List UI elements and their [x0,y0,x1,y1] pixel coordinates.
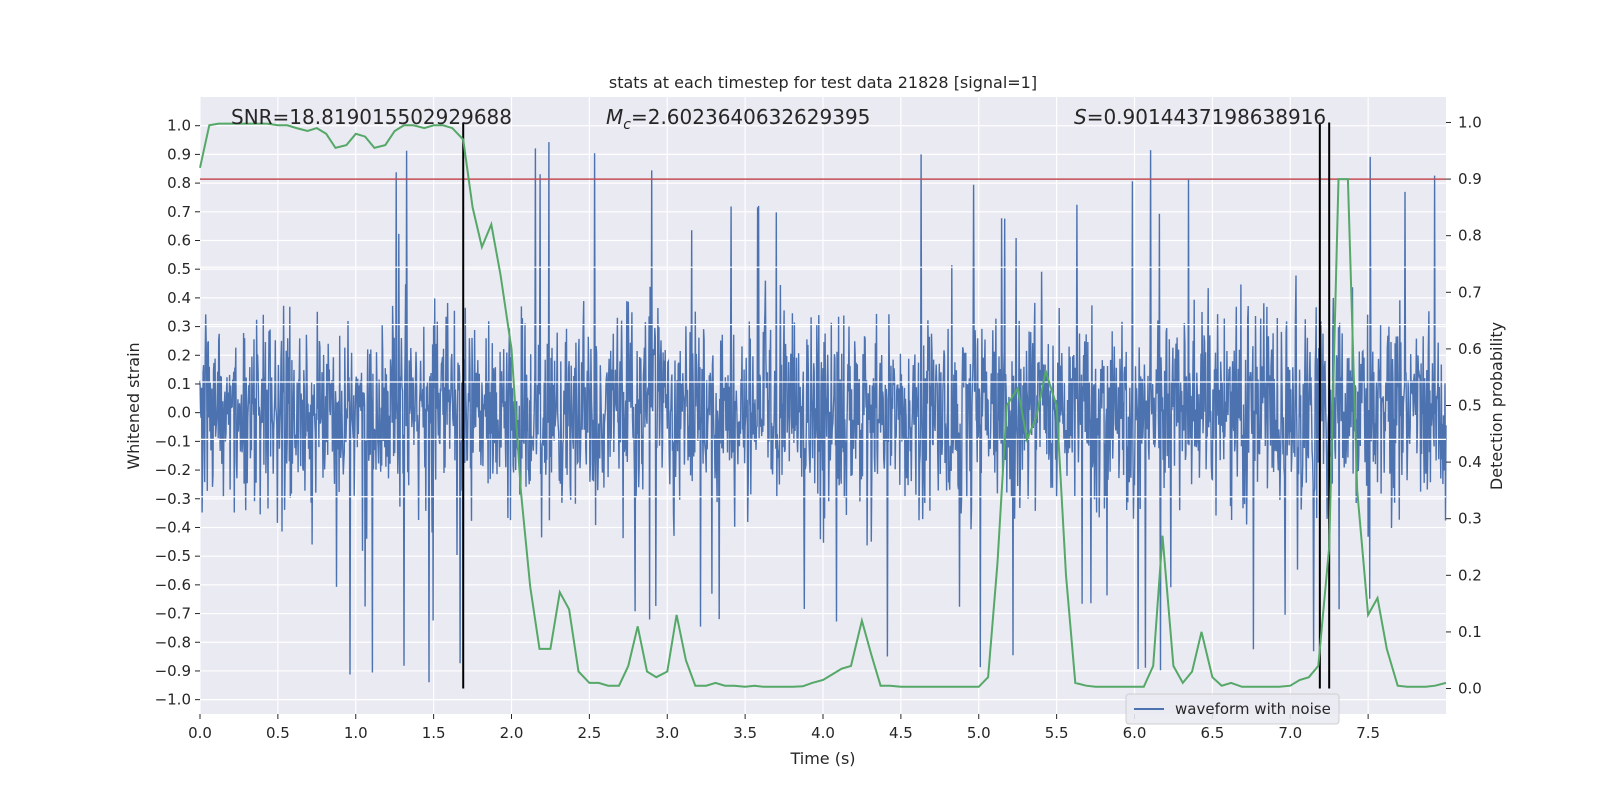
s-value: =0.9014437198638916 [1087,105,1326,129]
y2-tick-label: 0.8 [1458,227,1482,245]
y-tick-label: −0.6 [155,576,191,594]
y-tick-label: 0.5 [167,260,191,278]
mc-symbol: M [606,105,623,129]
x-tick-label: 2.5 [577,724,601,742]
y-tick-label: 0.4 [167,289,191,307]
legend-box [1125,693,1340,725]
x-axis-label: Time (s) [789,749,855,768]
mc-value: =2.6023640632629395 [631,105,870,129]
y-tick-label: 0.0 [167,404,191,422]
y-tick-label: −0.4 [155,518,191,536]
y-tick-label: −0.9 [155,662,191,680]
y-axis-label: Whitened strain [124,342,143,469]
chirp-mass-annotation: Mc=2.6023640632629395 [606,105,870,133]
legend-label: waveform with noise [1175,700,1331,718]
y2-tick-label: 0.0 [1458,680,1482,698]
y-tick-label: 0.9 [167,145,191,163]
s-annotation: S=0.9014437198638916 [1074,105,1326,129]
chart-title: stats at each timestep for test data 218… [609,73,1037,92]
waveform-line [199,142,1447,683]
y2-axis-label: Detection probability [1487,322,1506,490]
x-tick-label: 1.5 [422,724,446,742]
x-tick-label: 6.0 [1123,724,1147,742]
probability-series [199,122,1447,688]
x-tick-label: 1.0 [344,724,368,742]
y2-tick-label: 0.2 [1458,566,1482,584]
probability-line [199,122,1447,688]
x-tick-label: 2.0 [500,724,524,742]
y-tick-label: −1.0 [155,691,191,709]
s-symbol: S [1074,105,1087,129]
y-tick-label: 0.2 [167,346,191,364]
x-tick-label: 3.0 [655,724,679,742]
waveform-series [199,142,1447,683]
x-tick-label: 5.0 [967,724,991,742]
y2-tick-label: 1.0 [1458,113,1482,131]
y2-tick-label: 0.6 [1458,340,1482,358]
mc-subscript: c [623,117,631,133]
x-tick-label: 0.0 [188,724,212,742]
y-tick-label: 0.7 [167,203,191,221]
legend: waveform with noise [1125,693,1340,725]
x-tick-label: 4.5 [889,724,913,742]
y-tick-label: 0.8 [167,174,191,192]
y2-tick-label: 0.4 [1458,453,1482,471]
y2-tick-labels: 1.0 0.9 0.8 0.7 0.6 0.5 0.4 0.3 0.2 0.1 0.0 [1446,113,1482,698]
y-tick-label: −0.5 [155,547,191,565]
x-tick-label: 7.0 [1278,724,1302,742]
y-tick-label: 0.6 [167,231,191,249]
y-tick-label: −0.7 [155,605,191,623]
y2-tick-label: 0.7 [1458,283,1482,301]
x-tick-label: 7.5 [1356,724,1380,742]
x-tick-label: 5.5 [1045,724,1069,742]
y2-tick-label: 0.1 [1458,623,1482,641]
y2-tick-label: 0.5 [1458,397,1482,415]
y-tick-label: −0.1 [155,432,191,450]
y-tick-label: 0.1 [167,375,191,393]
x-tick-label: 3.5 [733,724,757,742]
x-tick-label: 6.5 [1200,724,1224,742]
x-tick-label: 4.0 [811,724,835,742]
x-tick-label: 0.5 [266,724,290,742]
y-tick-label: 0.3 [167,318,191,336]
y-tick-label: −0.2 [155,461,191,479]
snr-annotation: SNR=18.819015502929688 [231,105,512,129]
overlay-lines [200,122,1446,689]
x-tick-labels: 0.0 0.5 1.0 1.5 2.0 2.5 3.0 3.5 4.0 4.5 5.0 5.5 6.0 6… [188,714,1380,742]
y2-tick-label: 0.3 [1458,510,1482,528]
y2-tick-label: 0.9 [1458,170,1482,188]
y-tick-label: −0.8 [155,633,191,651]
y-tick-label: 1.0 [167,117,191,135]
y-tick-label: −0.3 [155,490,191,508]
y-tick-labels: 1.0 0.9 0.8 0.7 0.6 0.5 0.4 0.3 0.2 0.1 0.0 −0.1 −0.… [155,117,200,709]
